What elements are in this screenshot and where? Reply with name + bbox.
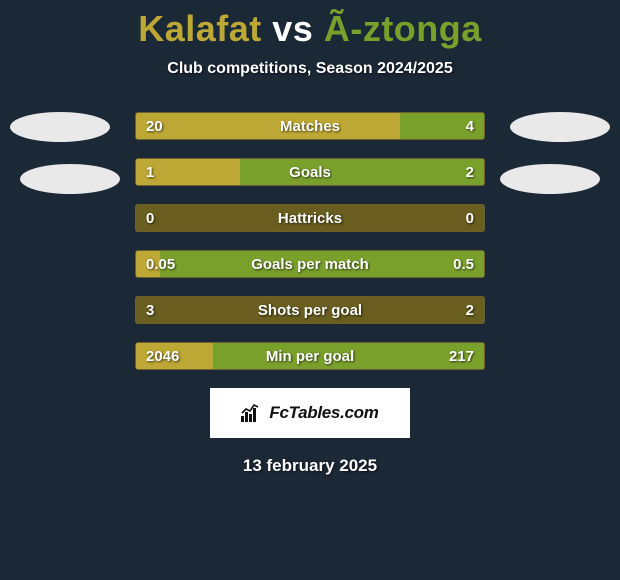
stat-right-value: 0: [466, 205, 474, 231]
stat-left-value: 0: [146, 205, 154, 231]
subtitle: Club competitions, Season 2024/2025: [0, 60, 620, 78]
date-label: 13 february 2025: [0, 456, 620, 476]
decorative-ellipse: [20, 164, 120, 194]
stat-left-value: 3: [146, 297, 154, 323]
fctables-logo-icon: [241, 404, 263, 422]
stat-row: 20Matches4: [135, 112, 485, 140]
branding-text: FcTables.com: [269, 403, 378, 423]
right-fill: [400, 113, 484, 139]
comparison-title: Kalafat vs Ã-ztonga: [0, 0, 620, 50]
player2-name: Ã-ztonga: [324, 8, 482, 49]
vs-label: vs: [272, 8, 313, 49]
stat-label: Hattricks: [136, 205, 484, 231]
stat-row: 0Hattricks0: [135, 204, 485, 232]
comparison-chart: 20Matches4 1Goals2 0Hattricks0 0.05Goals pe…: [0, 112, 620, 370]
stat-row: 3Shots per goal2: [135, 296, 485, 324]
right-fill: [213, 343, 484, 369]
stat-row: 1Goals2: [135, 158, 485, 186]
branding-badge: FcTables.com: [210, 388, 410, 438]
left-fill: [136, 251, 160, 277]
left-fill: [136, 343, 213, 369]
left-fill: [136, 113, 400, 139]
decorative-ellipse: [510, 112, 610, 142]
stat-right-value: 2: [466, 297, 474, 323]
stat-label: Shots per goal: [136, 297, 484, 323]
decorative-ellipse: [10, 112, 110, 142]
right-fill: [160, 251, 484, 277]
decorative-ellipse: [500, 164, 600, 194]
right-fill: [240, 159, 484, 185]
stat-row: 2046Min per goal217: [135, 342, 485, 370]
left-fill: [136, 159, 240, 185]
stat-row: 0.05Goals per match0.5: [135, 250, 485, 278]
player1-name: Kalafat: [138, 8, 262, 49]
